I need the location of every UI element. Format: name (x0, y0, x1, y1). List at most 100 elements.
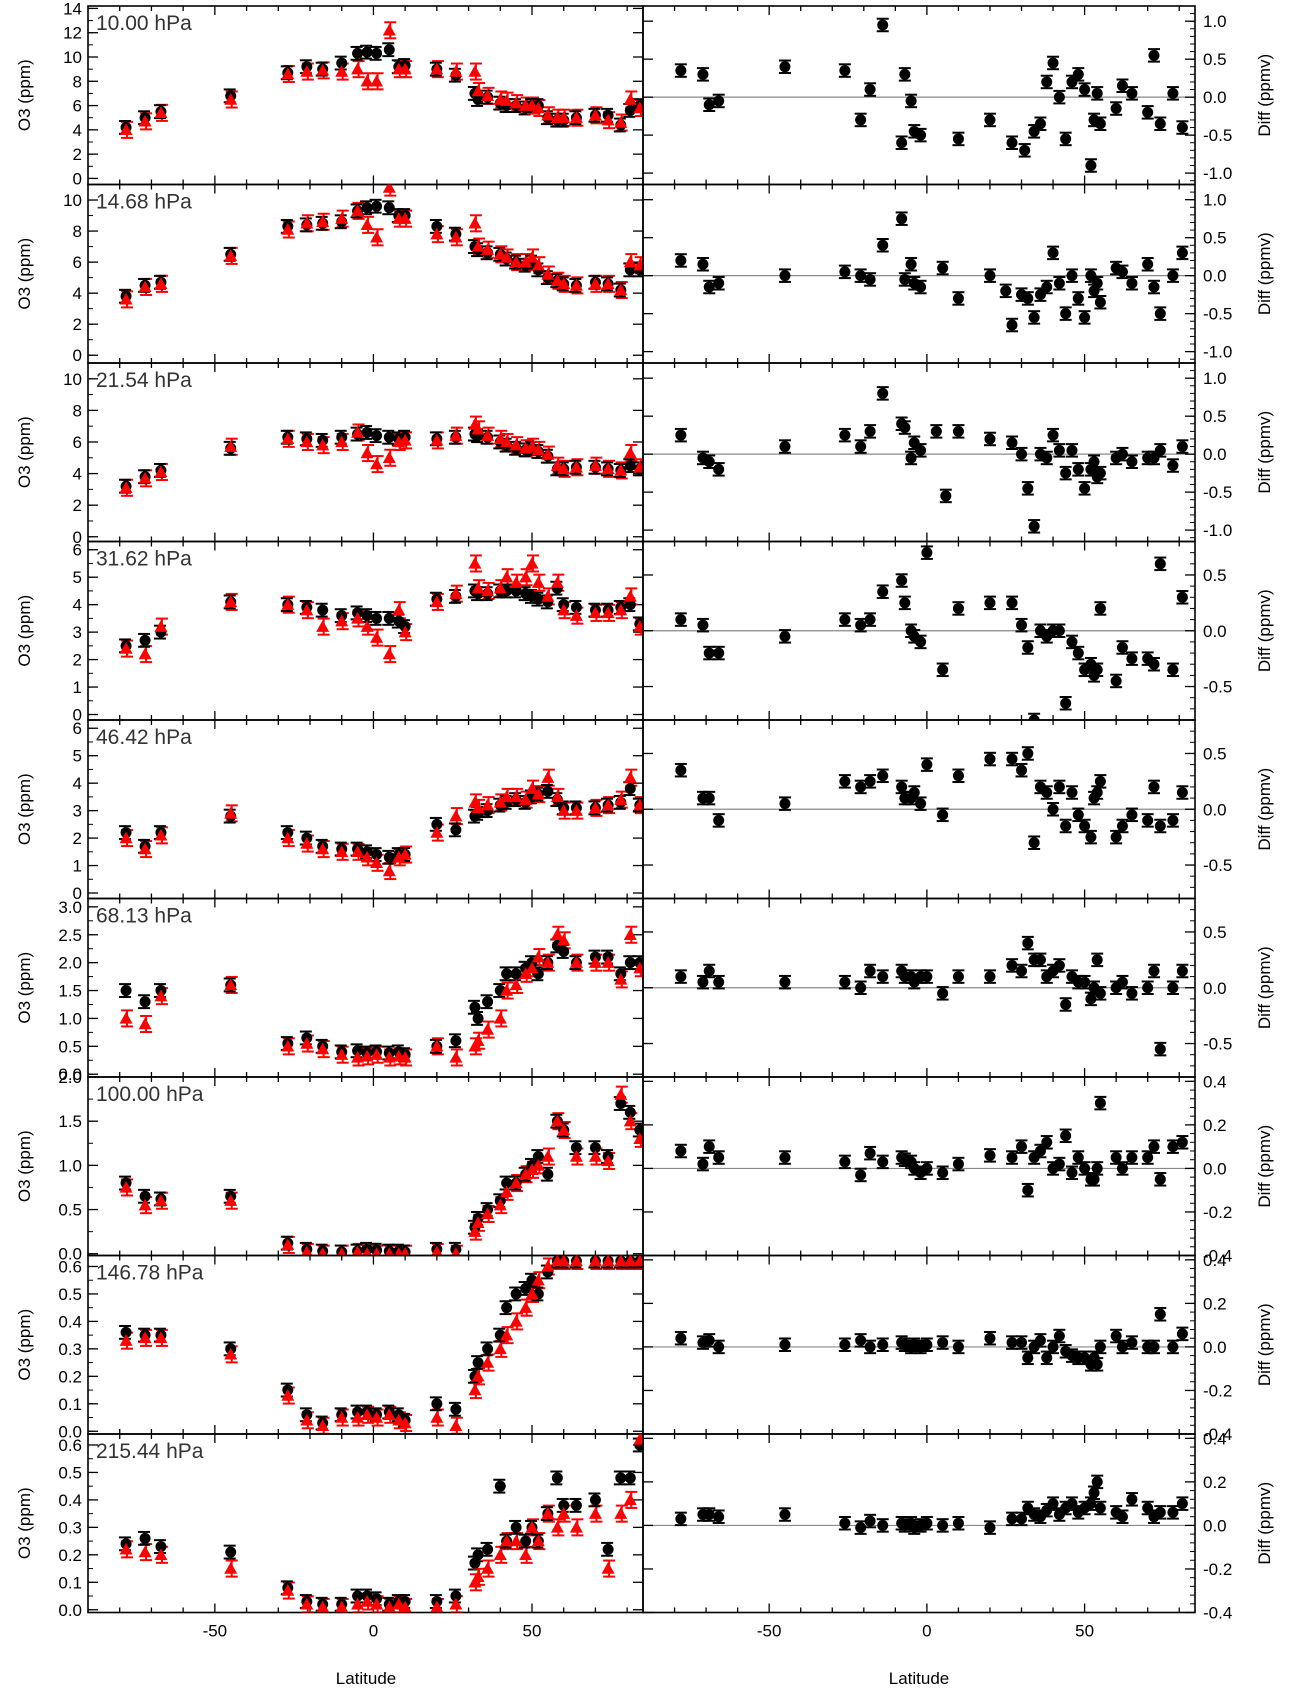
right-y-axis-title: Diff (ppmv) (1255, 589, 1274, 672)
diff-point (1072, 647, 1084, 659)
diff-point (1016, 1337, 1028, 1349)
series-b-point (493, 581, 507, 594)
left-y-tick-label: 1.5 (58, 982, 82, 1001)
series-b-point (623, 771, 637, 783)
series-b-point (138, 842, 152, 855)
series-b-point (154, 1331, 168, 1344)
diff-point (1142, 982, 1154, 994)
diff-point (952, 770, 964, 782)
diff-point (697, 258, 709, 270)
diff-point (839, 775, 851, 787)
diff-point (1126, 277, 1138, 289)
right-y-tick-label: -0.5 (1203, 126, 1232, 145)
series-b-point (614, 793, 628, 805)
diff-point (1167, 1141, 1179, 1153)
series-b-point (430, 1039, 444, 1052)
diff-point (1110, 1152, 1122, 1164)
series-b-point (449, 809, 463, 822)
right-y-tick-label: 0.5 (1203, 923, 1227, 942)
left-y-tick-label: 5 (73, 568, 82, 587)
series-a-point (532, 1151, 544, 1163)
left-y-tick-label: 0.5 (58, 1201, 82, 1220)
series-b-point (382, 1050, 396, 1063)
series-b-point (541, 1259, 555, 1272)
diff-point (1053, 1330, 1065, 1342)
diff-point (1079, 976, 1091, 988)
left-y-tick-label: 4 (73, 596, 82, 615)
series-a-point (551, 1472, 563, 1484)
series-b-point (588, 1255, 602, 1267)
series-a-point (494, 1480, 506, 1492)
series-b-point (316, 1042, 330, 1055)
left-y-tick-label: 2 (73, 496, 82, 515)
diff-point (1091, 954, 1103, 966)
series-b-point (398, 1050, 412, 1063)
series-b-point (138, 471, 152, 484)
diff-point (1148, 965, 1160, 977)
diff-point (675, 614, 687, 626)
series-b-point (525, 1163, 539, 1175)
series-b-point (614, 116, 628, 128)
series-b-point (550, 576, 564, 588)
diff-point (839, 429, 851, 441)
diff-point (1167, 982, 1179, 994)
left-y-tick-label: 0 (73, 346, 82, 365)
diff-point (937, 1337, 949, 1349)
series-b-point (138, 280, 152, 293)
right-y-tick-label: -0.4 (1203, 1247, 1232, 1266)
right-y-tick-label: -0.5 (1203, 678, 1232, 697)
series-a-point (155, 1541, 167, 1553)
left-y-tick-label: 6 (73, 719, 82, 738)
diff-point (779, 1339, 791, 1351)
diff-point (896, 213, 908, 225)
series-b-point (569, 460, 583, 473)
diff-point (779, 441, 791, 453)
series-b-point (430, 826, 444, 838)
diff-point (1022, 482, 1034, 494)
series-b-point (154, 989, 168, 1002)
series-a-point (431, 1398, 443, 1410)
left-y-tick-label: 0.5 (58, 1037, 82, 1056)
series-b-point (360, 850, 374, 863)
panel-pressure-label: 46.42 hPa (96, 726, 192, 749)
series-b-point (509, 96, 523, 109)
diff-point (1091, 277, 1103, 289)
series-b-point (623, 446, 637, 459)
left-y-tick-label: 0.4 (58, 1491, 82, 1510)
series-b-point (601, 113, 615, 126)
diff-point (864, 84, 876, 96)
diff-point (1148, 49, 1160, 61)
series-b-point (471, 1369, 485, 1382)
diff-point (1041, 1352, 1053, 1364)
series-a-point (520, 1282, 532, 1294)
series-a-point (361, 46, 373, 58)
diff-point (1006, 597, 1018, 609)
series-b-point (633, 460, 643, 473)
series-b-point (500, 250, 514, 263)
diff-point (1167, 664, 1179, 676)
series-b-point (468, 65, 482, 77)
right-y-tick-label: 0.0 (1203, 1338, 1227, 1357)
series-b-point (351, 1050, 365, 1063)
diff-point (864, 775, 876, 787)
diff-point (952, 1158, 964, 1170)
series-b-point (281, 223, 295, 235)
diff-point (1066, 444, 1078, 456)
series-a-point (542, 785, 554, 797)
left-data-group (119, 925, 643, 1067)
series-a-point (431, 818, 443, 830)
diff-point (839, 1339, 851, 1351)
series-b-point (370, 74, 384, 87)
diff-point (1066, 76, 1078, 88)
series-b-point (154, 106, 168, 119)
series-b-point (569, 1150, 583, 1162)
series-a-point (589, 1142, 601, 1154)
series-b-point (449, 429, 463, 441)
diff-point (1126, 653, 1138, 665)
left-y-tick-label: 0 (73, 169, 82, 188)
series-b-point (601, 1255, 615, 1267)
series-b-point (300, 1037, 314, 1049)
left-y-axis-title: O3 (ppm) (15, 416, 34, 488)
series-b-point (569, 278, 583, 291)
left-y-tick-label: 4 (73, 774, 82, 793)
